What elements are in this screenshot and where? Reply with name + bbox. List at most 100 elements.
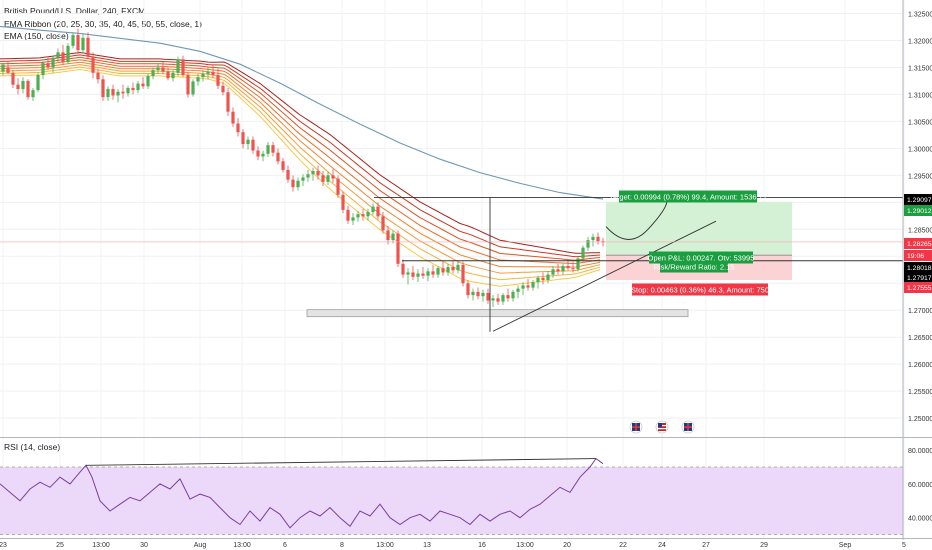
ema-ribbon-line <box>0 66 601 281</box>
ema150 <box>0 25 604 200</box>
price-badge <box>904 205 932 216</box>
candle-body <box>16 84 20 90</box>
candle-body <box>11 72 15 85</box>
chart-legend: British Pound/U.S. Dollar, 240, FXCM EMA… <box>4 5 202 43</box>
price-badge-label: 1.28018 <box>907 265 932 272</box>
candle-body <box>51 57 55 68</box>
candle-body <box>96 72 100 80</box>
candle-body <box>141 83 145 87</box>
candle-body <box>76 35 80 51</box>
ema-ribbon <box>0 51 601 287</box>
price-badge <box>904 282 932 293</box>
candle-body <box>571 268 575 270</box>
flag-uk-icon[interactable] <box>681 420 695 434</box>
candle-body <box>566 265 570 269</box>
rsi-legend: RSI (14, close) <box>4 442 61 452</box>
projection-curve <box>605 199 668 240</box>
time-tick-label: 13:00 <box>516 542 534 549</box>
candle-body <box>276 152 280 162</box>
candle-body <box>341 194 345 210</box>
time-tick-label: 27 <box>702 542 710 549</box>
candle-body <box>26 80 30 98</box>
candle-body <box>301 177 305 181</box>
price-badge-label: 1.27555 <box>907 285 932 292</box>
candle-body <box>106 89 110 98</box>
candle-body <box>251 139 255 151</box>
ema-ribbon-line <box>0 64 601 274</box>
candle-body <box>176 59 180 73</box>
candles <box>1 28 605 307</box>
candle-body <box>346 209 350 221</box>
flag-us-icon[interactable] <box>655 420 669 434</box>
rsi-band <box>0 467 903 535</box>
flag-canton <box>658 423 662 427</box>
price-tick-label: 1.31500 <box>908 65 932 72</box>
price-tick-label: 1.28500 <box>908 227 932 234</box>
ema150-line <box>0 25 604 200</box>
candle-body <box>441 268 445 273</box>
candle-body <box>166 71 170 79</box>
time-tick-label: 13:00 <box>376 542 394 549</box>
candle-body <box>461 264 465 284</box>
candle-body <box>261 153 265 157</box>
candle-body <box>21 80 25 90</box>
stop-label: Stop: 0.00463 (0.36%) 46.3, Amount: 750 <box>631 286 769 295</box>
flag-cross <box>635 423 637 431</box>
time-tick-label: 5 <box>902 542 906 549</box>
profit-zone <box>606 201 792 256</box>
candle-body <box>231 111 235 124</box>
candle-body <box>236 123 240 133</box>
candle-body <box>436 268 440 275</box>
ema150-legend: EMA (150, close) <box>4 31 69 41</box>
symbol-title: British Pound/U.S. Dollar, 240, FXCM <box>4 6 146 16</box>
candle-body <box>556 269 560 272</box>
candle-body <box>171 72 175 79</box>
candle-body <box>581 247 585 259</box>
candle-body <box>551 269 555 275</box>
price-tick-label: 1.32000 <box>908 38 932 45</box>
candle-body <box>31 90 35 98</box>
time-tick-label: 8 <box>340 542 344 549</box>
candle-body <box>246 139 250 145</box>
ema-ribbon-line <box>0 51 601 254</box>
candle-body <box>506 295 510 299</box>
candle-body <box>216 74 220 86</box>
candle-body <box>226 92 230 112</box>
time-tick-label: 23 <box>0 542 7 549</box>
candle-body <box>66 45 70 63</box>
candle-body <box>501 295 505 302</box>
candle-body <box>381 216 385 231</box>
candle-body <box>446 267 450 273</box>
candle-body <box>431 271 435 275</box>
candle-body <box>376 206 380 217</box>
candle-body <box>126 87 130 94</box>
candle-body <box>411 272 415 277</box>
candle-body <box>6 67 10 73</box>
candle-body <box>211 71 215 75</box>
target-label-bg <box>619 190 757 203</box>
candle-body <box>311 171 315 175</box>
candle-body <box>161 67 165 72</box>
event-icons[interactable] <box>629 420 695 434</box>
time-tick-label: 13:00 <box>233 542 251 549</box>
price-badge-label: 1.29012 <box>907 208 932 215</box>
candle-body <box>476 291 480 297</box>
candle-body <box>281 161 285 170</box>
candle-body <box>41 63 45 75</box>
candle-body <box>46 63 50 68</box>
ema-ribbon-line <box>0 68 601 287</box>
candle-body <box>271 145 275 153</box>
candle-body <box>561 265 565 272</box>
candle-body <box>496 298 500 302</box>
price-badge <box>904 262 932 273</box>
rsi-tick-label: 40.0000 <box>908 516 932 523</box>
candle-body <box>451 267 455 271</box>
flag-uk-icon[interactable] <box>629 420 643 434</box>
flag-stripe <box>658 428 666 430</box>
candle-body <box>221 85 225 93</box>
candle-body <box>1 64 5 72</box>
candle-body <box>196 77 200 82</box>
time-tick-label: 20 <box>563 542 571 549</box>
risk-reward-label: Risk/Reward Ratio: 2.15 <box>654 263 735 272</box>
